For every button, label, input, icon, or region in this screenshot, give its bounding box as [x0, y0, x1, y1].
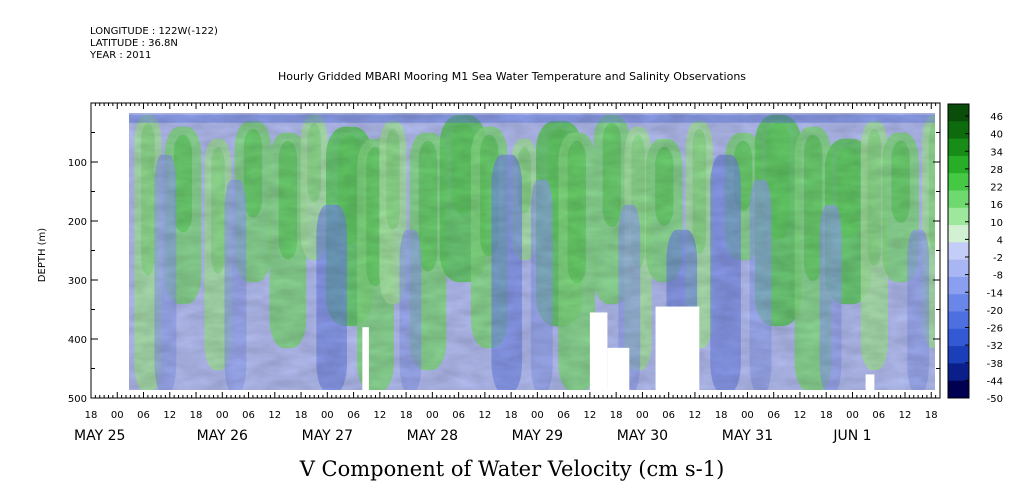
x-hour-label: 12 — [794, 410, 807, 421]
x-hour-label: 06 — [242, 410, 255, 421]
colorbar-swatch — [948, 207, 969, 226]
x-hour-label: 00 — [846, 410, 859, 421]
colorbar-swatch — [948, 242, 969, 261]
x-hour-label: 06 — [452, 410, 465, 421]
colorbar-swatch — [948, 104, 969, 122]
x-hour-label: 06 — [347, 410, 360, 421]
colorbar-swatch — [948, 276, 969, 295]
colorbar-label: -38 — [987, 359, 1003, 370]
colorbar-frame — [947, 103, 970, 399]
colorbar-swatch — [948, 311, 969, 330]
colorbar-swatch — [948, 363, 969, 382]
colorbar-swatch — [948, 225, 969, 243]
x-hour-label: 18 — [715, 410, 728, 421]
colorbar-label: 40 — [990, 130, 1003, 141]
x-day-label: MAY 27 — [302, 428, 353, 444]
x-day-label: MAY 25 — [74, 428, 125, 444]
colorbar-swatch — [948, 190, 969, 209]
colorbar-label: 10 — [990, 218, 1003, 229]
x-hour-label: 12 — [373, 410, 386, 421]
colorbar-swatch — [948, 328, 969, 347]
x-day-label: MAY 31 — [722, 428, 773, 444]
x-day-label: MAY 29 — [512, 428, 563, 444]
colorbar-swatch — [948, 138, 969, 157]
colorbar-swatch — [948, 173, 969, 191]
colorbar-label: -50 — [987, 394, 1003, 405]
missing-block — [589, 312, 608, 390]
x-hour-label: 12 — [899, 410, 912, 421]
missing-block — [607, 347, 630, 390]
x-hour-label: 00 — [636, 410, 649, 421]
colorbar: 46 40 34 28 22 16 10 4 -2 -8 -14 -20 -26 -32 -38 -44 -50 — [947, 103, 1003, 405]
x-hour-label: 18 — [505, 410, 518, 421]
x-hour-label: 06 — [557, 410, 570, 421]
missing-block — [865, 374, 875, 390]
x-hour-label: 00 — [426, 410, 439, 421]
x-hour-label: 18 — [400, 410, 413, 421]
colorbar-label: 4 — [997, 235, 1003, 246]
x-hour-label: 18 — [925, 410, 938, 421]
x-hour-label: 06 — [872, 410, 885, 421]
x-hour-label: 00 — [741, 410, 754, 421]
colorbar-label: 28 — [990, 165, 1003, 176]
colorbar-label: 22 — [990, 183, 1003, 194]
colorbar-label: -2 — [993, 253, 1003, 264]
colorbar-label: -44 — [987, 376, 1003, 387]
longitude-label: LONGITUDE : 122W(-122) — [90, 26, 218, 37]
colorbar-swatch — [948, 380, 969, 399]
colorbar-label: -20 — [987, 306, 1003, 317]
x-hour-label: 12 — [478, 410, 491, 421]
missing-data — [362, 306, 875, 390]
y-tick-label: 300 — [68, 276, 87, 287]
y-axis: 100 200 300 400 500 — [68, 132, 940, 405]
texture-overlay — [129, 113, 935, 390]
colorbar-swatch — [948, 155, 969, 174]
y-tick-label: 200 — [68, 217, 87, 228]
y-tick-label: 400 — [68, 335, 87, 346]
colorbar-swatch — [948, 294, 969, 313]
colorbar-swatch — [948, 259, 969, 278]
x-hour-label: 12 — [163, 410, 176, 421]
x-hour-label: 18 — [295, 410, 308, 421]
x-hour-label: 06 — [662, 410, 675, 421]
colorbar-swatch — [948, 346, 969, 364]
x-hour-label: 18 — [610, 410, 623, 421]
x-hour-label: 00 — [111, 410, 124, 421]
x-axis-label: V Component of Water Velocity (cm s-1) — [299, 457, 725, 481]
x-day-label: MAY 28 — [407, 428, 458, 444]
x-hour-label: 00 — [531, 410, 544, 421]
colorbar-label: -26 — [987, 324, 1003, 335]
colorbar-label: -32 — [987, 341, 1003, 352]
colorbar-swatch — [948, 121, 969, 140]
colorbar-label: 46 — [990, 112, 1003, 123]
year-label: YEAR : 2011 — [89, 50, 151, 61]
x-day-label: MAY 30 — [617, 428, 668, 444]
x-hour-label: 12 — [584, 410, 597, 421]
y-tick-label: 100 — [68, 158, 87, 169]
x-hour-label: 12 — [689, 410, 702, 421]
latitude-label: LATITUDE : 36.8N — [90, 38, 178, 49]
missing-block — [362, 327, 369, 390]
x-hour-label: 00 — [321, 410, 334, 421]
x-hour-label: 18 — [190, 410, 203, 421]
colorbar-label: 34 — [990, 147, 1003, 158]
x-hour-label: 06 — [137, 410, 150, 421]
y-tick-label: 500 — [68, 394, 87, 405]
missing-block — [655, 306, 700, 390]
x-hour-label: 06 — [767, 410, 780, 421]
x-day-label: MAY 26 — [197, 428, 248, 444]
chart-title: Hourly Gridded MBARI Mooring M1 Sea Wate… — [278, 70, 746, 83]
x-hour-label: 18 — [85, 410, 98, 421]
colorbar-label: 16 — [990, 200, 1003, 211]
x-hour-label: 12 — [268, 410, 281, 421]
x-day-label: JUN 1 — [832, 428, 871, 444]
colorbar-label: -8 — [993, 271, 1003, 282]
y-axis-label: DEPTH (m) — [37, 228, 48, 282]
x-hour-label: 18 — [820, 410, 833, 421]
x-axis: 18 00 06 12 18 00 06 12 18 00 06 12 18 00 06 12 18 00 06 12… — [74, 103, 941, 444]
heatmap-area — [129, 113, 935, 390]
colorbar-label: -14 — [987, 288, 1003, 299]
x-hour-label: 00 — [216, 410, 229, 421]
